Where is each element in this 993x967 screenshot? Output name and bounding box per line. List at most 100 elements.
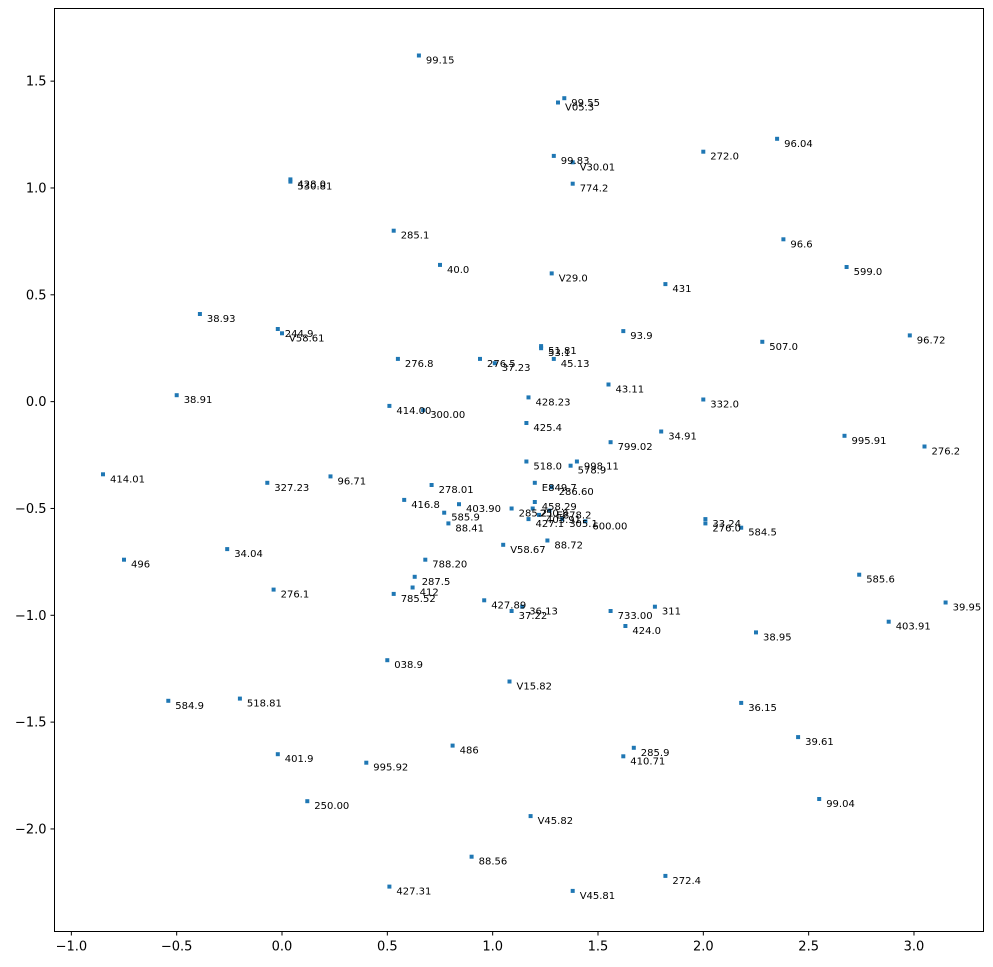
data-point [438, 262, 442, 267]
data-point [520, 604, 525, 609]
data-point [101, 472, 105, 477]
point-label: 785.52 [401, 594, 436, 605]
y-tick-label: 1.0 [26, 181, 47, 196]
point-label: 43.11 [616, 385, 645, 396]
data-point [539, 344, 544, 349]
data-point [328, 474, 333, 479]
point-label: 428.0 [297, 179, 326, 190]
data-point [621, 329, 626, 334]
data-point [781, 237, 786, 242]
data-point [288, 179, 293, 184]
point-label: 998.11 [584, 462, 619, 473]
point-label: V15.82 [517, 682, 552, 693]
data-point [450, 743, 455, 748]
point-label: 412 [420, 588, 439, 599]
x-tick-label: 2.0 [693, 940, 714, 955]
data-point [387, 403, 392, 408]
data-point [395, 356, 400, 361]
point-label: 305.1 [569, 519, 598, 530]
x-tick-label: 0.0 [272, 940, 293, 955]
data-point [526, 517, 531, 522]
data-point [570, 181, 575, 186]
point-label: E849.7 [542, 483, 577, 494]
data-point [532, 480, 537, 485]
y-tick-label: −0.5 [15, 502, 47, 517]
point-label: 458.29 [542, 502, 577, 513]
data-point [574, 459, 579, 464]
data-point [560, 517, 565, 522]
data-point [402, 497, 407, 502]
data-point [549, 271, 554, 276]
data-point [387, 884, 392, 889]
data-point [631, 745, 636, 750]
point-label: 285.9 [641, 748, 670, 759]
point-label: 37.23 [502, 363, 531, 374]
data-point [568, 463, 573, 468]
point-label: 276.5 [487, 359, 516, 370]
point-label: 403.90 [466, 504, 501, 515]
data-point [412, 574, 417, 579]
data-point [237, 696, 242, 701]
data-point [775, 136, 780, 141]
data-point [492, 361, 497, 366]
point-label: 96.04 [784, 139, 813, 150]
x-tick-label: 3.0 [904, 940, 925, 955]
point-label: 403.91 [896, 622, 931, 633]
points-layer [101, 53, 948, 893]
data-point [197, 312, 202, 316]
point-label: 401.9 [285, 754, 314, 765]
point-label: 93.9 [630, 331, 652, 342]
point-label: 995.91 [852, 436, 887, 447]
data-point [570, 888, 575, 893]
point-label: 300.00 [430, 410, 465, 421]
data-point [429, 483, 434, 487]
data-point [166, 698, 171, 703]
data-point [275, 752, 280, 757]
point-label: 578.9 [578, 466, 607, 477]
data-point [539, 346, 544, 351]
point-label: 414.01 [110, 474, 145, 485]
data-point [796, 735, 801, 740]
x-tick-label: −1.0 [56, 940, 88, 955]
data-point [537, 512, 541, 517]
point-label: 53.1 [548, 348, 570, 359]
data-point [524, 459, 529, 464]
data-point [570, 160, 575, 165]
point-label: 733.00 [618, 611, 653, 622]
point-label: 287.5 [422, 577, 451, 588]
point-label: 507.0 [769, 342, 798, 353]
point-label: 99.15 [426, 56, 455, 67]
point-label: 599.0 [854, 267, 883, 278]
data-point [364, 760, 369, 765]
data-point [265, 480, 270, 485]
point-label: 278.01 [439, 485, 474, 496]
data-point [922, 444, 927, 449]
data-point [621, 754, 626, 759]
point-label: 99.04 [826, 799, 855, 810]
point-label: 244.9 [285, 329, 314, 340]
data-point [305, 799, 310, 804]
data-point [551, 356, 556, 361]
data-point [530, 506, 535, 511]
x-tick-label: −0.5 [161, 940, 193, 955]
point-label: 424.0 [632, 626, 661, 637]
point-label: 332.0 [710, 400, 739, 411]
point-label: 276.1 [281, 590, 310, 601]
data-point [509, 506, 514, 511]
point-label: 799.02 [618, 442, 653, 453]
point-label: 584.9 [175, 701, 204, 712]
point-label: 427.89 [491, 600, 526, 611]
point-label: 276.8 [405, 359, 434, 370]
point-label: 585.9 [451, 513, 480, 524]
data-point [549, 485, 554, 490]
point-label: V58.67 [510, 545, 545, 556]
point-label: V05.3 [565, 103, 594, 114]
data-point [482, 598, 487, 603]
data-point [556, 100, 560, 105]
point-label: 40.0 [447, 265, 469, 276]
point-label: 272.4 [672, 876, 701, 887]
data-point [391, 591, 396, 596]
point-label: 600.00 [592, 521, 627, 532]
